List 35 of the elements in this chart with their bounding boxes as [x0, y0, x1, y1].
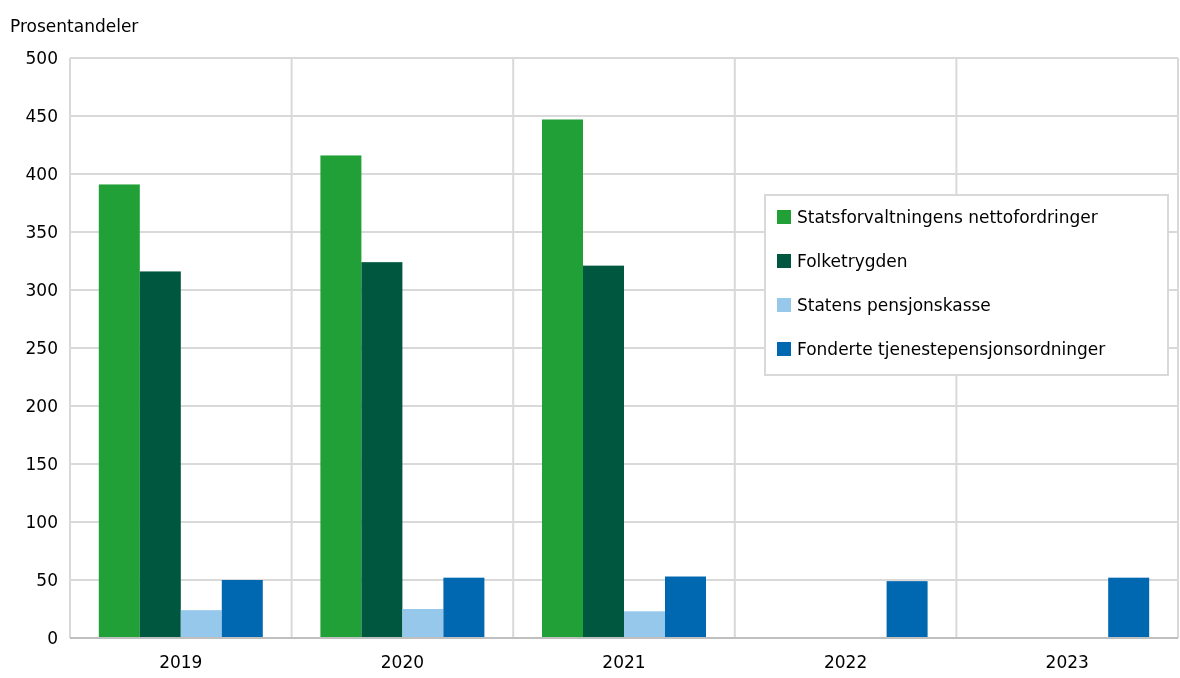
bar: [180, 610, 222, 638]
y-tick-label: 350: [25, 221, 58, 242]
bar: [443, 577, 485, 638]
y-tick-label: 150: [25, 453, 58, 474]
bar: [583, 265, 624, 638]
bar: [402, 609, 444, 638]
bar: [221, 580, 263, 638]
y-tick-label: 50: [36, 569, 58, 590]
bar: [665, 576, 706, 638]
y-tick-label: 300: [25, 279, 58, 300]
bar: [361, 262, 403, 638]
bar: [320, 155, 362, 638]
y-tick-label: 0: [47, 627, 58, 648]
x-tick-label: 2020: [380, 652, 425, 672]
y-tick-label: 500: [25, 47, 58, 68]
y-tick-label: 100: [25, 511, 58, 532]
bar: [542, 119, 583, 638]
bar: [98, 184, 140, 638]
y-tick-label: 400: [25, 163, 58, 184]
legend-label: Fonderte tjenestepensjonsordninger: [797, 338, 1106, 359]
y-tick-label: 250: [25, 337, 58, 358]
x-tick-label: 2019: [159, 652, 203, 672]
y-tick-label: 200: [25, 395, 58, 416]
legend-label: Statsforvaltningens nettofordringer: [797, 206, 1098, 227]
x-tick-label: 2021: [602, 652, 646, 672]
y-axis-title: Prosentandeler: [10, 16, 139, 36]
legend-label: Folketrygden: [797, 250, 908, 271]
bar: [139, 271, 181, 638]
bar: [624, 611, 665, 638]
bar: [1108, 577, 1150, 638]
x-tick-label: 2023: [1045, 652, 1089, 672]
legend-label: Statens pensjonskasse: [797, 294, 991, 315]
bar: [886, 581, 928, 638]
x-tick-label: 2022: [823, 652, 868, 672]
y-tick-label: 450: [25, 105, 58, 126]
